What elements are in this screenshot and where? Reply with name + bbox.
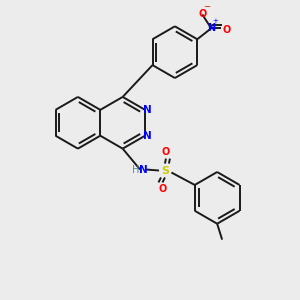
Text: S: S	[161, 166, 169, 176]
Text: N: N	[143, 131, 152, 141]
Text: N: N	[207, 23, 215, 33]
Text: O: O	[198, 9, 206, 19]
Text: O: O	[223, 25, 231, 35]
Text: N: N	[143, 105, 152, 115]
Text: O: O	[158, 184, 166, 194]
Text: O: O	[162, 147, 170, 157]
Text: +: +	[212, 18, 218, 24]
Text: H: H	[132, 165, 139, 175]
Text: N: N	[139, 165, 147, 175]
Text: −: −	[203, 2, 210, 11]
